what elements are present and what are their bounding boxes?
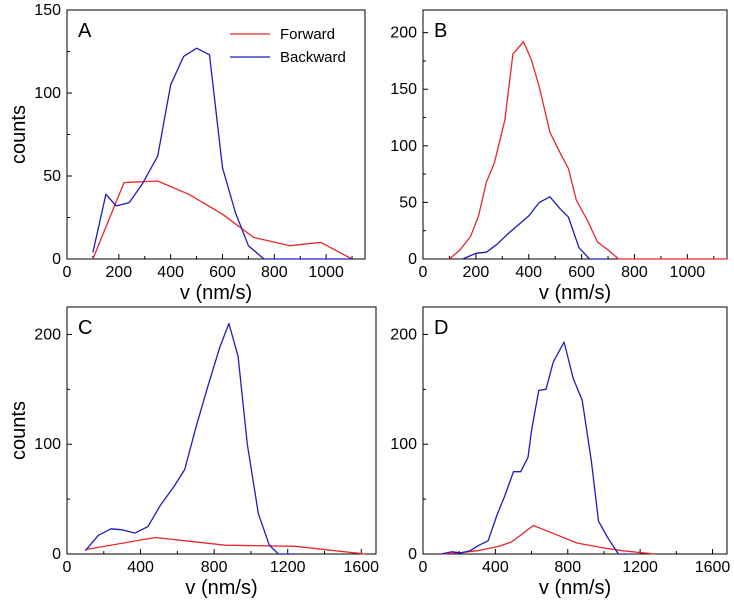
panel-letter: A xyxy=(78,20,92,42)
y-tick-label: 100 xyxy=(390,436,417,453)
x-axis-title: v (nm/s) xyxy=(539,577,611,599)
y-tick-label: 0 xyxy=(52,251,61,268)
x-tick-label: 600 xyxy=(568,264,595,281)
x-tick-label: 1600 xyxy=(343,559,379,576)
x-tick-label: 200 xyxy=(105,264,132,281)
x-tick-label: 800 xyxy=(201,559,228,576)
legend-label-forward: Forward xyxy=(280,26,335,43)
y-axis-title: counts xyxy=(8,401,30,460)
y-tick-label: 150 xyxy=(390,81,417,98)
series-line-forward xyxy=(85,536,366,555)
panel-letter: B xyxy=(434,20,447,42)
x-tick-label: 400 xyxy=(157,264,184,281)
x-tick-label: 1600 xyxy=(695,559,731,576)
x-tick-label: 800 xyxy=(554,559,581,576)
x-tick-label: 200 xyxy=(463,264,490,281)
series-line-backward xyxy=(92,47,352,260)
series-line-backward xyxy=(462,196,606,260)
y-tick-label: 200 xyxy=(34,326,61,343)
y-tick-label: 0 xyxy=(408,251,417,268)
plot-frame xyxy=(422,9,728,260)
x-axis-title: v (nm/s) xyxy=(539,282,611,304)
y-tick-label: 100 xyxy=(34,85,61,102)
y-tick-label: 0 xyxy=(408,546,417,563)
y-tick-label: 200 xyxy=(390,25,417,42)
x-tick-label: 1000 xyxy=(308,264,344,281)
y-tick-label: 100 xyxy=(390,138,417,155)
x-tick-label: 1200 xyxy=(270,559,306,576)
x-tick-label: 1000 xyxy=(670,264,706,281)
y-tick-label: 150 xyxy=(34,2,61,19)
x-tick-label: 1200 xyxy=(622,559,658,576)
panel-c: 0 400 800 1200 1600 0 100 200 v (nm/s) counts C xyxy=(8,306,379,599)
x-tick-label: 800 xyxy=(261,264,288,281)
y-tick-label: 0 xyxy=(52,546,61,563)
x-tick-label: 400 xyxy=(127,559,154,576)
y-tick-label: 200 xyxy=(390,326,417,343)
x-tick-label: 0 xyxy=(63,559,72,576)
series-line-forward xyxy=(448,41,727,260)
panel-letter: C xyxy=(78,317,92,339)
plot-frame xyxy=(422,306,728,555)
panel-a: 0 200 400 600 800 1000 0 50 100 150 v (nm/s) counts… xyxy=(8,2,366,304)
x-tick-label: 400 xyxy=(482,559,509,576)
x-tick-label: 800 xyxy=(621,264,648,281)
y-tick-label: 50 xyxy=(399,194,417,211)
legend-label-backward: Backward xyxy=(280,49,346,66)
panel-d: 0 400 800 1200 1600 0 100 200 v (nm/s) D xyxy=(390,306,731,599)
panel-letter: D xyxy=(434,317,448,339)
y-axis-title: counts xyxy=(8,105,30,164)
x-axis-title: v (nm/s) xyxy=(185,577,257,599)
x-tick-label: 0 xyxy=(419,559,428,576)
x-tick-label: 0 xyxy=(419,264,428,281)
x-tick-label: 600 xyxy=(209,264,236,281)
y-tick-label: 100 xyxy=(34,436,61,453)
plot-frame xyxy=(66,306,377,555)
series-line-forward xyxy=(441,524,655,555)
plot-frame xyxy=(66,9,366,260)
x-tick-label: 0 xyxy=(63,264,72,281)
panel-b: 0 200 400 600 800 1000 0 50 100 150 200 v (nm/s) B xyxy=(390,9,728,304)
x-axis-title: v (nm/s) xyxy=(180,282,252,304)
series-line-backward xyxy=(440,341,632,555)
series-line-backward xyxy=(84,322,296,555)
x-tick-label: 400 xyxy=(515,264,542,281)
series-line-forward xyxy=(92,180,353,260)
y-tick-label: 50 xyxy=(43,168,61,185)
